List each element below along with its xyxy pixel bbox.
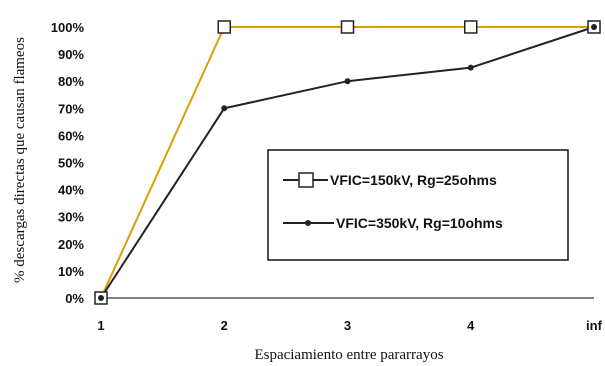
data-point-series-2 [221, 105, 228, 112]
legend: VFIC=150kV, Rg=25ohms VFIC=350kV, Rg=10o… [267, 149, 569, 261]
y-tick-label: 80% [58, 74, 84, 89]
legend-label-series-2: VFIC=350kV, Rg=10ohms [336, 215, 503, 231]
y-tick-label: 30% [58, 210, 84, 225]
data-point-series-2 [467, 64, 474, 71]
legend-label-series-1: VFIC=150kV, Rg=25ohms [330, 172, 497, 188]
y-tick-label: 60% [58, 128, 84, 143]
y-tick-label: 20% [58, 237, 84, 252]
y-tick-label: 0% [65, 291, 84, 306]
series-layer [94, 20, 601, 305]
x-tick-label: 4 [467, 318, 475, 333]
x-axis-title: Espaciamiento entre pararrayos [254, 347, 443, 363]
y-tick-label: 50% [58, 156, 84, 171]
y-tick-label: 90% [58, 47, 84, 62]
legend-marker-series-2 [305, 220, 311, 226]
y-tick-label: 100% [51, 20, 85, 35]
y-tick-label: 40% [58, 183, 84, 198]
x-axis-ticks: 1 2 3 4 inf [97, 318, 602, 333]
x-tick-label: 2 [221, 318, 228, 333]
y-tick-label: 70% [58, 101, 84, 116]
data-point-series-1 [217, 20, 231, 34]
legend-marker-series-1 [298, 172, 314, 188]
data-point-series-1 [464, 20, 478, 34]
y-axis-ticks: 0% 10% 20% 30% 40% 50% 60% 70% 80% 90% 100% [51, 20, 85, 306]
x-tick-label: 3 [344, 318, 351, 333]
data-point-series-2 [344, 78, 351, 85]
legend-box [267, 149, 569, 261]
y-axis-title: % descargas directas que causan flameos [12, 37, 28, 283]
x-tick-label: 1 [97, 318, 104, 333]
data-point-series-2 [98, 295, 104, 301]
data-point-series-1 [340, 20, 355, 34]
y-tick-label: 10% [58, 264, 84, 279]
data-point-series-2 [591, 24, 597, 30]
x-tick-label: inf [586, 318, 603, 333]
